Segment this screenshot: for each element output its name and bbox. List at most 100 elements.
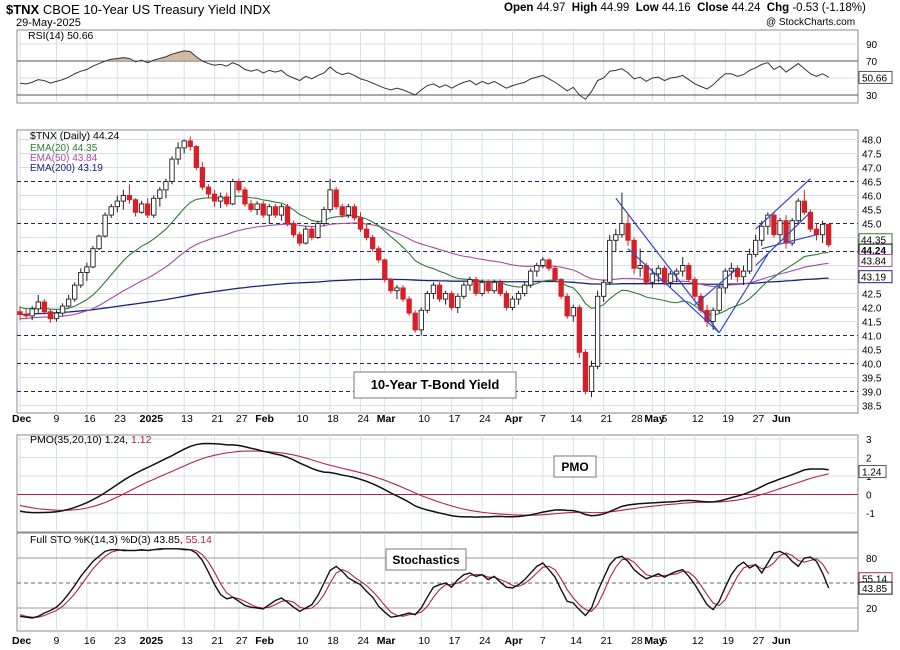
price-tick-label: 45.5 [862, 206, 882, 217]
pmo-panel [16, 434, 859, 533]
rsi-value-text: 50.66 [862, 73, 887, 84]
x-axis-label-top: 24 [479, 413, 491, 425]
candle-body [558, 279, 564, 297]
ema50-value-text: 43.84 [861, 256, 886, 267]
candle-body [248, 203, 254, 210]
candle-body [242, 189, 248, 205]
high-value: 44.99 [600, 2, 630, 14]
x-axis-label-top: Dec [12, 413, 31, 425]
candle-body [436, 284, 443, 300]
ema50-value-badge [858, 253, 893, 267]
close-label: Close [697, 2, 729, 14]
price-label: $TNX (Daily) 44.24 [30, 130, 119, 142]
candle-body [211, 193, 218, 202]
candle-body [655, 267, 662, 275]
candle-body [108, 206, 114, 216]
rsi-label: RSI(14) 50.66 [28, 30, 94, 42]
x-axis-label-top: 27 [236, 413, 248, 425]
candle-body [746, 253, 753, 272]
candle-body [254, 203, 260, 210]
x-axis-label-top: 17 [449, 413, 461, 425]
candle-body [199, 167, 206, 188]
candle-body [315, 223, 321, 238]
candle-body [716, 287, 722, 311]
candle-body [53, 312, 60, 320]
pmo-annotation: PMO [561, 460, 588, 474]
candle-body [625, 223, 631, 241]
candle-body [145, 203, 151, 216]
pmo-value-badge [858, 465, 887, 479]
x-axis-label-top: Feb [255, 413, 274, 425]
candle-body [290, 223, 297, 236]
candle-body [163, 181, 169, 191]
candle-body [65, 298, 72, 307]
candle-body [680, 265, 686, 272]
candle-body [96, 235, 102, 250]
ohlc-readout: Open 44.97 High 44.99 Low 44.16 Close 44… [504, 2, 866, 14]
x-axis-label-bottom: 5 [661, 635, 667, 647]
sto-label-main: Full STO %K(14,3) %D(3) 43.85, [30, 534, 186, 546]
axes: 9070503050.6648.047.547.046.546.045.545.… [12, 40, 893, 647]
price-tick-label: 40.5 [862, 346, 882, 357]
x-axis-label-bottom: 24 [479, 635, 491, 647]
candle-body [442, 293, 449, 300]
chg-label: Chg [766, 2, 790, 14]
candle-body [649, 273, 655, 283]
candle-body [224, 196, 230, 205]
x-axis-label-top: 5 [661, 413, 667, 425]
candle-body [576, 307, 583, 353]
close-value-text: 44.24 [861, 246, 886, 257]
price-tick-label: 46.0 [862, 192, 882, 203]
candle-body [114, 200, 120, 208]
x-axis-label-top: 14 [570, 413, 582, 425]
candle-body [151, 197, 157, 216]
candle-body [771, 214, 777, 236]
price-tick-label: 47.5 [862, 150, 882, 161]
candle-body [394, 287, 400, 292]
candle-body [455, 295, 461, 308]
candle-body [777, 220, 783, 236]
candle-body [59, 305, 66, 314]
candle-body [333, 189, 339, 208]
falling-channel-lower [627, 248, 720, 334]
candle-body [236, 181, 242, 191]
candle-body [673, 270, 680, 275]
rising-line-b [694, 267, 738, 306]
candle-body [819, 223, 826, 236]
candle-body [284, 206, 291, 224]
candle-body [740, 270, 747, 278]
x-axis-label-top: 10 [418, 413, 430, 425]
rsi-tick-label: 30 [866, 91, 878, 102]
x-axis-label-top: 18 [327, 413, 339, 425]
pmo-value-text: 1.24 [862, 468, 882, 479]
x-axis-label-top: 27 [753, 413, 765, 425]
candle-body [491, 281, 497, 292]
x-axis-label-bottom: 17 [449, 635, 461, 647]
price-tick-label: 42.0 [862, 304, 882, 315]
candle-body [497, 281, 503, 294]
x-axis-label-top: 7 [540, 413, 546, 425]
candle-body [369, 237, 376, 250]
candle-body [266, 206, 272, 216]
candle-body [424, 293, 431, 311]
rising-channel-lower [755, 211, 811, 266]
candle-body [351, 206, 358, 219]
x-axis-label-top: 2025 [140, 413, 164, 425]
sto-k-line [19, 548, 830, 619]
x-axis-label-top: 21 [601, 413, 613, 425]
candle-body [217, 196, 224, 202]
candle-body [309, 228, 315, 238]
price-tick-label: 38.5 [862, 402, 882, 413]
symbol: $TNX [6, 2, 40, 17]
x-axis-label-top: Apr [504, 413, 522, 425]
price-tick-label: 42.5 [862, 290, 882, 301]
rising-channel-mid [761, 234, 817, 250]
rising-channel-upper [755, 178, 811, 230]
rsi-value-badge [858, 70, 893, 84]
candle-body [552, 267, 558, 280]
candle-body [132, 199, 139, 213]
candle-body [41, 301, 47, 313]
x-axis-label-bottom: 12 [692, 635, 704, 647]
x-axis-label-bottom: 16 [84, 635, 96, 647]
candle-body [637, 265, 643, 269]
